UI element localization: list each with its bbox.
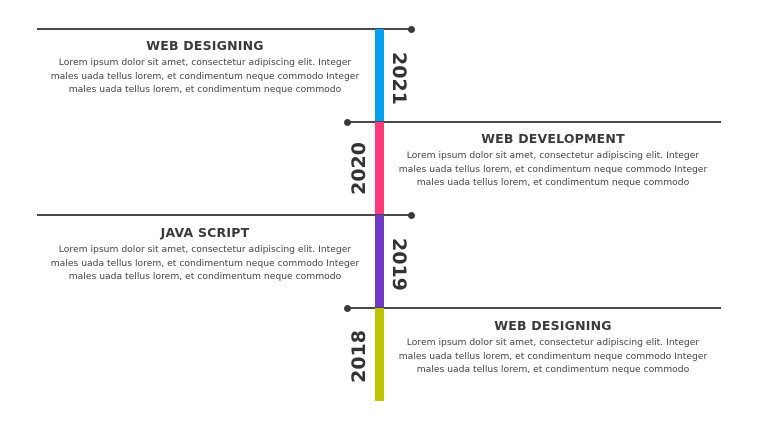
card-title: WEB DEVELOPMENT: [481, 131, 625, 146]
year-label-2021: 2021: [388, 52, 410, 105]
card-title: WEB DESIGNING: [494, 318, 612, 333]
year-label-2018: 2018: [348, 330, 370, 383]
timeline-segment-2019: [375, 215, 384, 308]
card-text: Lorem ipsum dolor sit amet, consectetur …: [398, 150, 708, 188]
timeline-segment-2018: [375, 308, 384, 401]
card-title: JAVA SCRIPT: [160, 225, 250, 240]
connector-dot-2021: [408, 25, 415, 33]
timeline-segment-2021: [375, 29, 384, 122]
timeline-card-2021: WEB DESIGNING Lorem ipsum dolor sit amet…: [50, 38, 360, 97]
connector-dot-2020: [344, 118, 351, 126]
timeline-card-2019: JAVA SCRIPT Lorem ipsum dolor sit amet, …: [50, 225, 360, 284]
card-title: WEB DESIGNING: [146, 38, 264, 53]
timeline-segment-2020: [375, 122, 384, 215]
connector-dot-2018: [344, 304, 351, 312]
card-text: Lorem ipsum dolor sit amet, consectetur …: [50, 57, 360, 95]
year-label-2019: 2019: [388, 238, 410, 291]
year-label-2020: 2020: [348, 142, 370, 195]
connector-dot-2019: [408, 211, 415, 219]
connector-line-2018: [348, 307, 721, 309]
timeline-card-2020: WEB DEVELOPMENT Lorem ipsum dolor sit am…: [398, 131, 708, 190]
connector-line-2020: [348, 121, 721, 123]
connector-line-2019: [37, 214, 411, 216]
connector-line-2021: [37, 28, 411, 30]
card-text: Lorem ipsum dolor sit amet, consectetur …: [398, 337, 708, 375]
card-text: Lorem ipsum dolor sit amet, consectetur …: [50, 244, 360, 282]
timeline-card-2018: WEB DESIGNING Lorem ipsum dolor sit amet…: [398, 318, 708, 377]
